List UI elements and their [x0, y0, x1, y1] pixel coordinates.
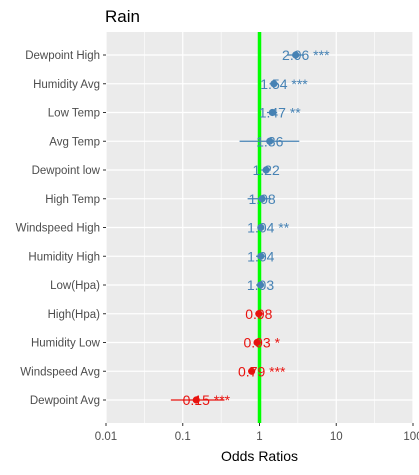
data-label: 1.22 [253, 162, 280, 178]
data-point [292, 51, 300, 59]
y-tick-label: Windspeed High [16, 223, 100, 235]
y-tick-label: Dewpoint Avg [30, 395, 100, 407]
y-tick-label: Low Temp [48, 108, 100, 120]
y-tick-label: Low(Hpa) [50, 280, 100, 292]
data-label: 0.98 [245, 306, 272, 322]
y-tick-label: Humidity Avg [33, 79, 100, 91]
data-label: 0.93 * [243, 335, 280, 351]
data-point [258, 195, 266, 203]
y-tick-label: Dewpoint low [32, 165, 101, 177]
data-label: 1.54 *** [260, 76, 308, 92]
y-tick-label: Avg Temp [49, 136, 100, 148]
data-label: 1.04 ** [247, 220, 290, 236]
data-point [268, 108, 276, 117]
x-axis-title: Odds Ratios [221, 448, 298, 464]
y-tick-label: High(Hpa) [48, 309, 101, 321]
data-point [253, 338, 261, 347]
point-layer [192, 51, 300, 404]
data-point [257, 223, 265, 232]
y-tick-label: Windspeed Avg [20, 366, 100, 378]
data-point [192, 396, 200, 404]
data-label: 1.47 ** [259, 105, 302, 121]
y-tick-label: Dewpoint High [25, 50, 100, 62]
x-tick-label: 0.1 [175, 431, 191, 443]
y-tick-label: Humidity Low [31, 338, 101, 350]
x-tick-label: 1 [256, 431, 262, 443]
chart-title: Rain [105, 7, 140, 26]
y-tick-label: High Temp [45, 194, 100, 206]
data-label: 1.03 [247, 277, 274, 293]
x-axis: 0.01 0.1 1 10 100 [95, 423, 419, 443]
data-label: 1.08 [248, 191, 275, 207]
data-label: 1.36 [256, 133, 283, 149]
y-tick-label: Humidity High [28, 251, 100, 263]
data-point [266, 137, 274, 145]
data-point [248, 367, 256, 375]
y-axis: Dewpoint High Humidity Avg Low Temp Avg Tem… [16, 50, 106, 407]
data-label: 1.04 [247, 248, 274, 264]
data-point [256, 281, 265, 289]
data-point [255, 310, 263, 318]
data-point [262, 166, 270, 174]
data-point [257, 252, 265, 260]
data-label: 0.79 *** [238, 363, 286, 379]
data-label-layer: 2.96 *** 1.54 *** 1.47 ** 1.36 1.22 1.08 1.04 … [183, 47, 330, 408]
x-tick-label: 0.01 [95, 431, 117, 443]
x-tick-label: 10 [330, 431, 343, 443]
x-tick-label: 100 [403, 431, 419, 443]
data-label: 0.15 *** [183, 392, 231, 408]
data-point [270, 80, 278, 88]
data-label: 2.96 *** [282, 47, 330, 63]
